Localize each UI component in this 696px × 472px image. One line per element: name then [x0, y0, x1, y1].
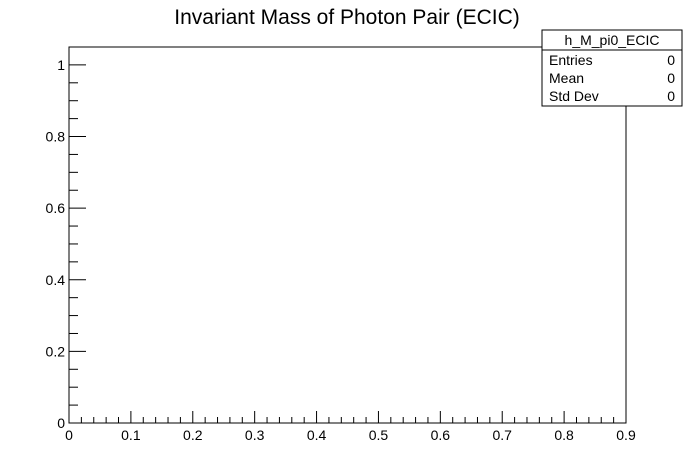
x-tick-label: 0.7 [492, 427, 512, 443]
stats-box-frame [541, 29, 683, 107]
stats-stddev-label: Std Dev [549, 88, 599, 104]
stats-mean-value: 0 [667, 70, 675, 86]
stats-histogram-name: h_M_pi0_ECIC [565, 32, 660, 48]
x-axis: 0 0.1 0.2 0.3 0.4 0.5 0.6 0.7 0.8 0.9 [65, 411, 636, 443]
y-tick-label: 1 [57, 57, 65, 73]
stats-stddev-value: 0 [667, 88, 675, 104]
stats-entries-label: Entries [549, 52, 593, 68]
chart-title: Invariant Mass of Photon Pair (ECIC) [174, 6, 519, 29]
y-tick-label: 0.6 [46, 200, 66, 216]
x-tick-label: 0.2 [183, 427, 203, 443]
x-tick-label: 0.6 [431, 427, 451, 443]
x-tick-label: 0.5 [369, 427, 389, 443]
stats-entries-value: 0 [667, 52, 675, 68]
stats-box: h_M_pi0_ECIC Entries 0 Mean 0 Std Dev 0 [541, 29, 683, 107]
x-tick-label: 0.1 [121, 427, 141, 443]
plot-frame [68, 46, 627, 424]
y-tick-label: 0.2 [46, 343, 66, 359]
y-tick-label: 0 [57, 415, 65, 431]
x-tick-label: 0 [65, 427, 73, 443]
x-tick-label: 0.9 [616, 427, 636, 443]
stats-mean-label: Mean [549, 70, 584, 86]
y-tick-label: 0.8 [46, 129, 66, 145]
x-tick-label: 0.4 [307, 427, 327, 443]
x-tick-label: 0.3 [245, 427, 265, 443]
y-axis: 0 0.2 0.4 0.6 0.8 1 [46, 46, 86, 431]
x-tick-label: 0.8 [554, 427, 574, 443]
y-tick-label: 0.4 [46, 272, 66, 288]
